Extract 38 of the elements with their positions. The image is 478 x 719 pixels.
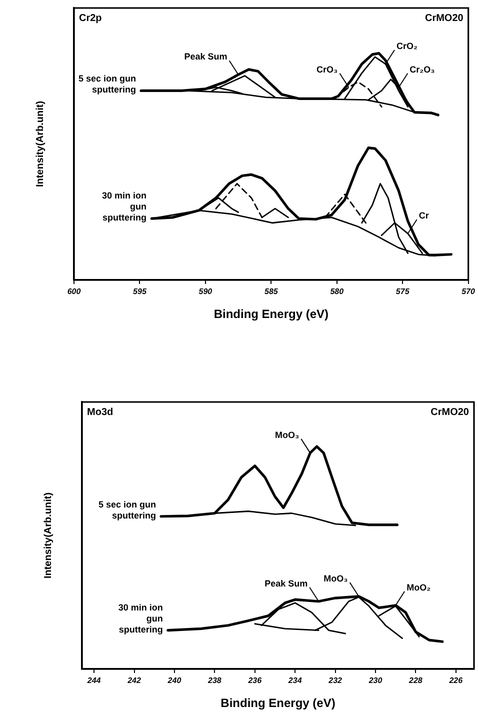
x-tick-label: 242 [126,676,142,686]
x-tick-label: 236 [247,676,262,686]
annotation: MoO₃ [324,573,348,584]
x-tick-label: 244 [86,676,102,686]
x-tick-label: 240 [166,676,182,686]
x-tick-label: 580 [330,287,344,296]
x-tick-label: 585 [264,287,278,296]
x-tick-label: 234 [287,676,302,686]
series-label: 5 sec ion gun sputtering [98,499,156,520]
annotation: Cr [418,210,430,221]
x-tick-label: 230 [368,676,383,686]
x-axis-title: Binding Energy (eV) [220,696,336,710]
text: Cr2p [79,12,102,24]
x-tick-label: 228 [408,676,423,686]
annotation: MoO₂ [406,582,431,592]
y-axis-title: Intensity(Arb.unit) [42,492,54,579]
x-tick-label: 226 [448,676,464,686]
annotation: Peak Sum [264,578,308,588]
x-tick-label: 600 [67,287,82,296]
annotation: CrO₃ [316,64,338,74]
text: CrMO20 [424,12,464,24]
annotation: Cr₂O₃ [410,64,435,74]
text: Mo3d [87,406,114,418]
x-tick-label: 590 [198,287,213,296]
x-tick-label: 575 [396,287,410,296]
series-label: 30 min ion gun sputtering [102,190,147,223]
text: CrMO20 [430,406,470,418]
x-tick-label: 232 [328,676,343,686]
series-label: 30 min ion gun sputtering [118,602,163,634]
annotation: CrO₂ [396,40,418,51]
x-tick-label: 238 [206,676,222,686]
x-tick-label: 595 [133,287,147,296]
series-label: 5 sec ion gun sputtering [78,74,136,95]
x-axis-title: Binding Energy (eV) [214,307,329,322]
y-axis-title: Intensity(Arb.unit) [34,100,46,188]
x-tick-label: 570 [462,287,476,296]
annotation: MoO₃ [274,430,300,440]
annotation: Peak Sum [184,52,228,62]
